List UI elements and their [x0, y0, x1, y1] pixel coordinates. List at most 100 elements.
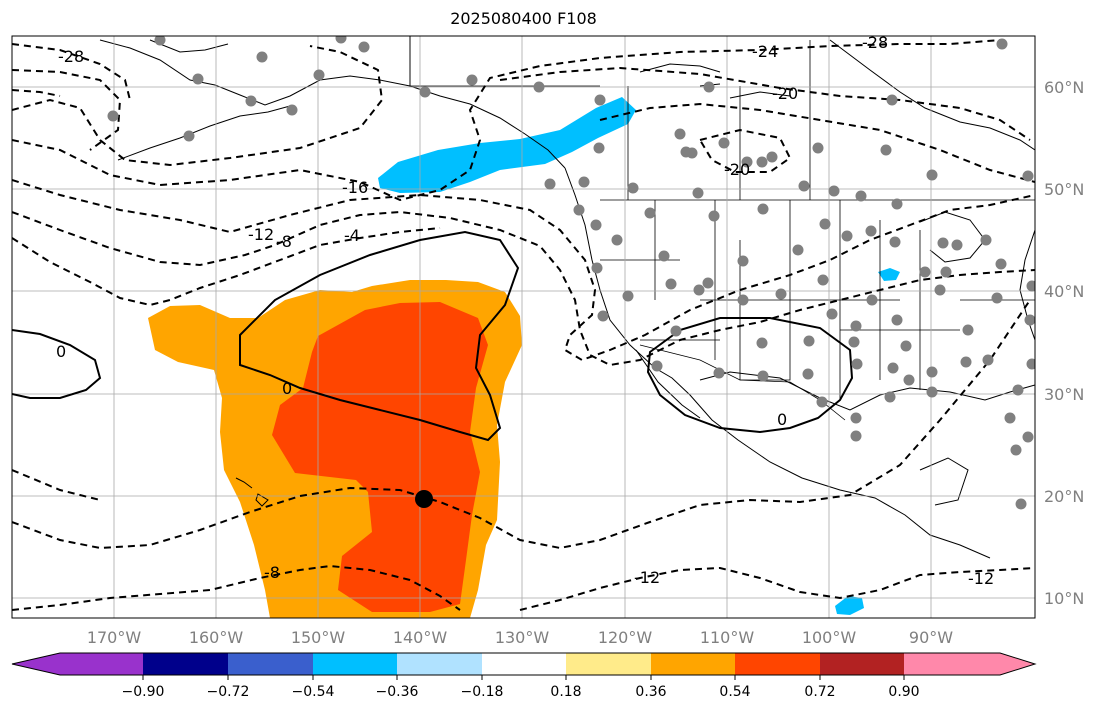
station-marker — [886, 94, 898, 106]
station-marker — [627, 182, 639, 194]
station-marker — [792, 244, 804, 256]
colorbar-segment — [482, 653, 566, 675]
station-marker — [245, 95, 257, 107]
lat-label: 20°N — [1044, 487, 1084, 506]
station-marker — [880, 144, 892, 156]
station-marker — [757, 370, 769, 382]
station-marker — [533, 81, 545, 93]
station-marker — [891, 198, 903, 210]
station-marker — [775, 288, 787, 300]
station-marker — [544, 178, 556, 190]
lon-label: 130°W — [495, 628, 550, 647]
longitude-labels: 170°W 160°W 150°W 140°W 130°W 120°W 110°… — [87, 628, 953, 647]
us-states — [600, 200, 1035, 400]
colorbar-segment — [397, 653, 482, 675]
contour-minus-8-south — [12, 299, 1031, 550]
station-marker — [644, 207, 656, 219]
station-marker — [590, 219, 602, 231]
station-marker — [737, 294, 749, 306]
colorbar-extend-max — [1000, 653, 1035, 675]
colorbar-tick-label: 0.18 — [550, 684, 581, 700]
station-marker — [419, 86, 431, 98]
contour-label: -16 — [342, 178, 368, 197]
station-marker — [995, 258, 1007, 270]
colorbar-segment — [651, 653, 735, 675]
contour-minus-8a — [12, 210, 1035, 367]
contour-zero-west — [12, 329, 102, 399]
colorbar-tick-label: 0.72 — [804, 684, 835, 700]
gulf-coast — [699, 371, 1035, 411]
storm-center-marker — [415, 490, 433, 508]
contour-label: -4 — [344, 226, 360, 245]
station-marker — [991, 292, 1003, 304]
zero-contours — [12, 230, 854, 442]
lat-label: 50°N — [1044, 180, 1084, 199]
contour-label: -12 — [248, 225, 274, 244]
station-marker — [692, 187, 704, 199]
contour-canada-low — [698, 128, 792, 173]
station-marker — [756, 337, 768, 349]
colorbar-tick-label: −0.36 — [376, 684, 419, 700]
hawaii — [235, 477, 269, 507]
station-marker — [960, 356, 972, 368]
colorbar-segment — [735, 653, 820, 675]
map-title: 2025080400 F108 — [450, 9, 597, 28]
station-marker — [937, 237, 949, 249]
contour-minus-20a — [12, 45, 384, 167]
station-marker — [816, 396, 828, 408]
station-marker — [335, 36, 347, 44]
colorbar-tick-label: 0.54 — [719, 684, 750, 700]
station-marker — [1022, 170, 1034, 182]
station-marker — [1010, 444, 1022, 456]
station-markers — [107, 36, 1035, 510]
alaska-peninsula — [117, 105, 291, 161]
contour-label: -28 — [58, 47, 84, 66]
contour-label: -12 — [634, 568, 660, 587]
baja — [635, 349, 701, 419]
colorbar-segment — [143, 653, 228, 675]
colorbar-tick-label: −0.72 — [207, 684, 250, 700]
blue-field-pacific-south — [835, 596, 864, 615]
colorbar-tick-label: −0.54 — [292, 684, 335, 700]
station-marker — [594, 94, 606, 106]
contour-label: 0 — [777, 410, 787, 429]
station-marker — [702, 277, 714, 289]
contour-label: -24 — [752, 42, 778, 61]
station-marker — [903, 374, 915, 386]
station-marker — [1026, 358, 1035, 370]
contour-minus-16 — [12, 39, 1001, 202]
station-marker — [926, 366, 938, 378]
lat-label: 40°N — [1044, 282, 1084, 301]
station-marker — [798, 180, 810, 192]
station-marker — [884, 391, 896, 403]
station-marker — [670, 325, 682, 337]
station-marker — [962, 324, 974, 336]
colorbar-extend-min — [12, 653, 60, 675]
station-marker — [889, 236, 901, 248]
station-marker — [597, 310, 609, 322]
hudson — [829, 39, 1035, 151]
lon-label: 90°W — [909, 628, 953, 647]
yucatan — [919, 457, 969, 506]
alaska-north-coast — [149, 39, 229, 53]
mexico-border — [639, 344, 846, 421]
colorbar-outline — [11, 652, 1037, 676]
station-marker — [674, 128, 686, 140]
contour-label: -20 — [724, 160, 750, 179]
colorbar-segment — [904, 653, 1000, 675]
station-marker — [680, 146, 692, 158]
colorbar-segment — [313, 653, 397, 675]
station-marker — [658, 250, 670, 262]
station-marker — [665, 278, 677, 290]
station-marker — [851, 358, 863, 370]
contour-label: -8 — [264, 563, 280, 582]
contour-canada-20 — [499, 66, 1031, 141]
station-marker — [926, 169, 938, 181]
colorbar-segments — [12, 653, 1035, 675]
station-marker — [737, 255, 749, 267]
station-marker — [828, 185, 840, 197]
station-marker — [591, 262, 603, 274]
blue-field-iowa — [878, 268, 900, 281]
colorbar-tick-label: 0.90 — [888, 684, 919, 700]
east-coast — [1019, 229, 1035, 341]
